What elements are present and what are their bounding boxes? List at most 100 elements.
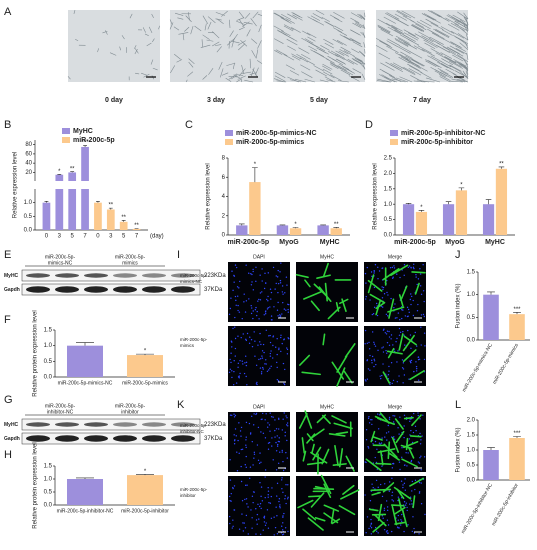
nucleus bbox=[418, 533, 420, 535]
nucleus bbox=[387, 294, 389, 296]
cell bbox=[386, 12, 400, 20]
nucleus bbox=[279, 507, 281, 509]
nucleus bbox=[415, 367, 418, 370]
nucleus bbox=[410, 500, 412, 502]
myotube bbox=[382, 482, 395, 493]
nucleus bbox=[231, 376, 233, 379]
x-tick-label: miR-200c-5p-inhibitor-NC bbox=[57, 508, 114, 514]
nucleus bbox=[408, 438, 411, 440]
y-tick-label: 0.5 bbox=[384, 217, 393, 223]
panel-letter: G bbox=[4, 394, 13, 406]
band bbox=[171, 286, 195, 293]
nucleus bbox=[255, 533, 257, 535]
nucleus bbox=[371, 313, 374, 316]
nucleus bbox=[263, 515, 266, 518]
band bbox=[26, 435, 50, 442]
cell bbox=[391, 78, 406, 83]
nucleus bbox=[394, 317, 397, 319]
nucleus bbox=[390, 334, 393, 336]
nucleus bbox=[267, 295, 269, 298]
nucleus bbox=[383, 528, 386, 531]
nucleus bbox=[381, 437, 383, 439]
myotube bbox=[321, 414, 331, 425]
cell bbox=[396, 77, 409, 83]
nucleus bbox=[369, 369, 371, 371]
image-label: 3 day bbox=[207, 97, 225, 104]
myotube bbox=[414, 282, 420, 295]
cell bbox=[393, 62, 405, 70]
nucleus bbox=[266, 509, 269, 511]
nucleus bbox=[267, 494, 269, 496]
myotube bbox=[343, 370, 353, 384]
cell bbox=[433, 28, 445, 36]
nucleus bbox=[251, 345, 254, 348]
nucleus bbox=[418, 462, 421, 464]
cell bbox=[176, 59, 183, 63]
cell bbox=[238, 26, 245, 31]
nucleus bbox=[373, 341, 375, 344]
cell bbox=[403, 32, 419, 41]
nucleus bbox=[388, 418, 391, 420]
cell bbox=[151, 13, 154, 18]
nucleus bbox=[366, 359, 369, 361]
panel-letter: H bbox=[4, 449, 12, 461]
cell bbox=[332, 38, 343, 45]
cell bbox=[394, 18, 409, 27]
nucleus bbox=[256, 513, 259, 516]
cell bbox=[400, 34, 413, 42]
cell bbox=[457, 11, 469, 20]
cell bbox=[238, 11, 245, 19]
nucleus bbox=[403, 334, 405, 336]
cell bbox=[446, 15, 460, 23]
nucleus bbox=[381, 495, 384, 498]
nucleus bbox=[238, 452, 240, 455]
nucleus bbox=[264, 419, 266, 421]
myotube bbox=[310, 300, 320, 312]
cell bbox=[190, 25, 194, 35]
nucleus bbox=[255, 412, 258, 415]
cell bbox=[274, 50, 283, 55]
nucleus bbox=[370, 418, 372, 421]
fluorescence-image bbox=[296, 412, 358, 472]
nucleus bbox=[409, 503, 411, 505]
nucleus bbox=[243, 522, 245, 524]
nucleus bbox=[410, 266, 412, 269]
nucleus bbox=[281, 342, 283, 345]
nucleus bbox=[418, 358, 421, 361]
nucleus bbox=[270, 365, 272, 368]
fluorescence-image bbox=[228, 262, 290, 322]
nucleus bbox=[385, 349, 387, 352]
cell bbox=[290, 79, 302, 83]
nucleus bbox=[401, 317, 403, 320]
cell bbox=[398, 38, 412, 46]
cell bbox=[415, 23, 427, 31]
nucleus bbox=[250, 415, 253, 418]
cell bbox=[416, 79, 429, 83]
myotube bbox=[388, 298, 395, 319]
cell bbox=[352, 22, 362, 29]
cell bbox=[134, 45, 137, 49]
nucleus bbox=[396, 381, 399, 383]
nucleus bbox=[419, 285, 422, 287]
nucleus bbox=[275, 428, 278, 430]
bar bbox=[236, 225, 248, 235]
cell bbox=[430, 10, 442, 18]
cell bbox=[434, 69, 448, 77]
cell bbox=[435, 28, 450, 38]
nucleus bbox=[402, 330, 404, 333]
nucleus bbox=[271, 487, 273, 489]
nucleus bbox=[388, 416, 391, 419]
nucleus bbox=[381, 374, 383, 377]
cell bbox=[308, 41, 318, 48]
cell bbox=[399, 76, 413, 83]
nucleus bbox=[255, 314, 258, 317]
nucleus bbox=[285, 502, 287, 505]
nucleus bbox=[276, 309, 279, 311]
cell bbox=[390, 62, 403, 70]
image-label: 7 day bbox=[413, 97, 431, 104]
nucleus bbox=[279, 314, 281, 316]
cell bbox=[333, 17, 343, 23]
error-bar bbox=[121, 220, 126, 222]
nucleus bbox=[275, 450, 278, 452]
cell bbox=[376, 80, 391, 83]
